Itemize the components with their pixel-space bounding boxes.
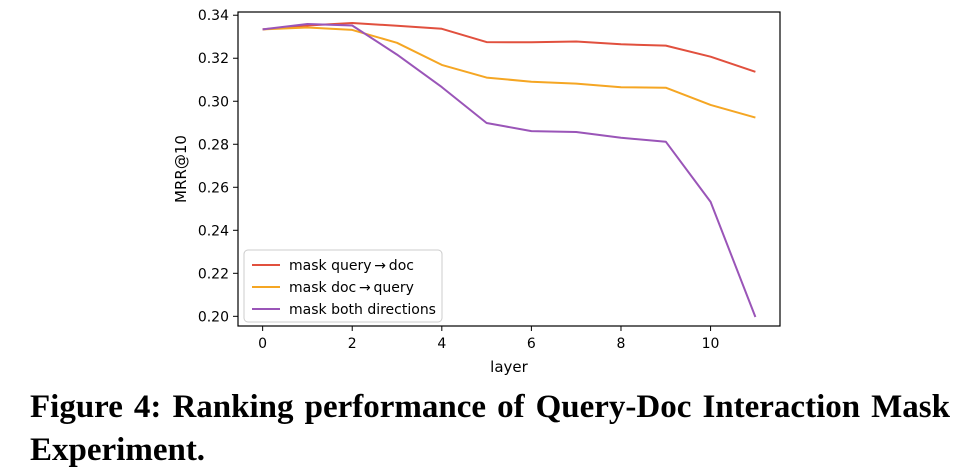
x-tick-label: 10 [702,336,720,352]
y-tick-label: 0.22 [198,266,229,282]
series-line-2 [262,23,757,318]
x-tick-label: 8 [617,336,626,352]
legend: mask query → doc mask doc → query mask bot… [243,249,443,323]
x-tick-label: 6 [527,336,536,352]
figure-caption: Figure 4: Ranking performance of Query-D… [30,389,950,468]
series-line-1 [262,26,756,119]
y-ticks: 0.20 0.22 0.24 0.26 0.28 0.30 0.32 0.34 [198,8,238,325]
y-tick-label: 0.30 [198,94,229,110]
x-tick-label: 2 [348,336,357,352]
y-tick-label: 0.26 [198,180,229,196]
legend-label-2: mask both directions [289,302,436,318]
plot-lines [262,22,757,318]
y-axis-label: MRR@10 [172,135,190,203]
series-line-0 [262,22,756,73]
legend-box [243,249,443,323]
y-tick-label: 0.34 [198,8,229,24]
x-tick-label: 4 [437,336,446,352]
y-tick-label: 0.20 [198,309,229,325]
legend-label-0: mask query → doc [289,258,414,274]
legend-label-1: mask doc → query [289,280,414,296]
y-tick-label: 0.32 [198,51,229,67]
x-axis-label: layer [490,358,528,376]
x-ticks: 0 2 4 6 8 10 [258,326,719,352]
x-tick-label: 0 [258,336,267,352]
line-chart: 0 2 4 6 8 10 0.20 0.22 0.24 0.26 0.28 0.30 0.32 0.34… [172,8,781,376]
y-tick-label: 0.24 [198,223,229,239]
y-tick-label: 0.28 [198,137,229,153]
plot-frame [237,11,781,327]
